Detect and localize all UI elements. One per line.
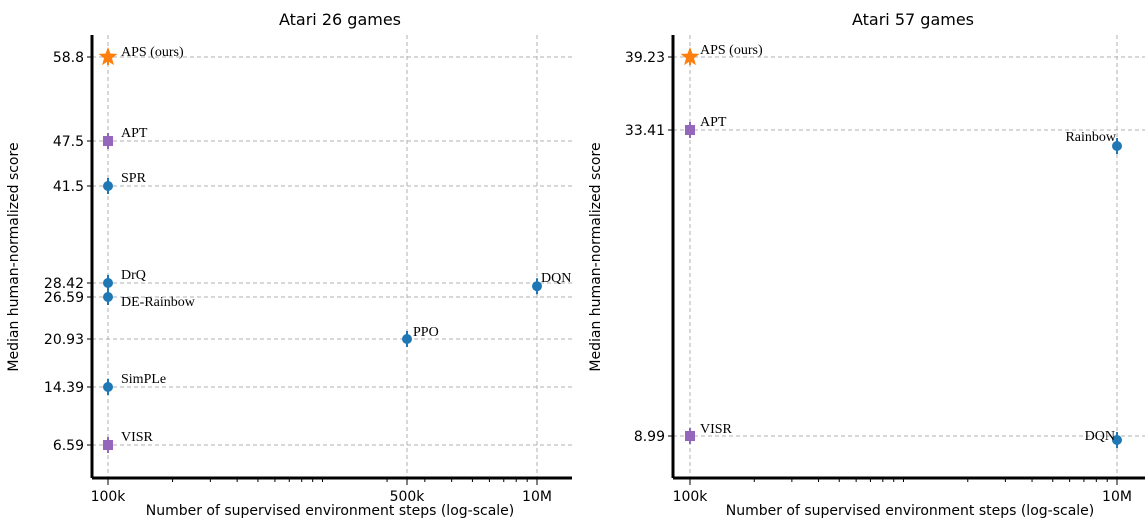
circle-marker bbox=[103, 292, 113, 302]
circle-marker bbox=[1112, 141, 1122, 151]
data-point: APT bbox=[685, 115, 727, 138]
data-point: APT bbox=[103, 126, 148, 149]
y-tick-label: 33.41 bbox=[625, 123, 665, 139]
point-label: DQN bbox=[1085, 429, 1115, 444]
y-tick-label: 47.5 bbox=[53, 134, 84, 150]
data-point: Rainbow bbox=[1065, 130, 1122, 154]
x-axis-label: Number of supervised environment steps (… bbox=[726, 503, 1095, 519]
point-label: SimPLe bbox=[121, 372, 166, 387]
y-axis-label: Median human-normalized score bbox=[588, 142, 604, 371]
data-point: SimPLe bbox=[103, 372, 166, 395]
chart-title: Atari 57 games bbox=[852, 10, 974, 29]
data-point: APS (ours) bbox=[680, 43, 763, 66]
data-point: DrQ bbox=[103, 268, 146, 291]
square-marker bbox=[103, 440, 113, 450]
point-label: VISR bbox=[700, 422, 733, 437]
point-label: APS (ours) bbox=[700, 43, 763, 58]
star-marker bbox=[98, 47, 118, 66]
circle-marker bbox=[402, 334, 412, 344]
data-point: PPO bbox=[402, 325, 439, 347]
y-tick-label: 26.59 bbox=[44, 290, 84, 306]
point-label: APT bbox=[700, 115, 727, 130]
point-label: DrQ bbox=[121, 268, 146, 283]
y-tick-label: 28.42 bbox=[44, 276, 84, 292]
y-tick-label: 14.39 bbox=[44, 380, 84, 396]
point-label: Rainbow bbox=[1065, 130, 1116, 145]
data-point: APS (ours) bbox=[98, 45, 184, 66]
x-tick-label: 10M bbox=[1102, 489, 1132, 505]
star-marker bbox=[680, 47, 700, 66]
y-tick-label: 8.99 bbox=[634, 429, 665, 445]
x-tick-label: 500k bbox=[390, 489, 426, 505]
chart-panel-2: Atari 57 games 8.99 33.41 39.23 100k 10M Numbe… bbox=[588, 10, 1145, 519]
x-tick-label: 10M bbox=[522, 489, 552, 505]
y-tick-label: 6.59 bbox=[53, 438, 84, 454]
point-label: SPR bbox=[121, 171, 147, 186]
y-tick-label: 41.5 bbox=[53, 179, 84, 195]
circle-marker bbox=[103, 278, 113, 288]
circle-marker bbox=[103, 181, 113, 191]
square-marker bbox=[685, 431, 695, 441]
chart-title: Atari 26 games bbox=[279, 10, 401, 29]
data-point: DQN bbox=[532, 271, 571, 295]
circle-marker bbox=[103, 382, 113, 392]
point-label: DE-Rainbow bbox=[121, 295, 196, 310]
data-point: VISR bbox=[685, 422, 733, 444]
data-point: DQN bbox=[1085, 429, 1122, 448]
y-tick-label: 39.23 bbox=[625, 50, 665, 66]
data-point: SPR bbox=[103, 171, 147, 194]
x-axis-label: Number of supervised environment steps (… bbox=[146, 503, 515, 519]
square-marker bbox=[685, 125, 695, 135]
y-tick-label: 20.93 bbox=[44, 332, 84, 348]
point-label: APS (ours) bbox=[121, 45, 184, 60]
y-axis-label: Median human-normalized score bbox=[6, 142, 22, 371]
point-label: APT bbox=[121, 126, 148, 141]
square-marker bbox=[103, 136, 113, 146]
point-label: VISR bbox=[121, 430, 154, 445]
x-tick-label: 100k bbox=[673, 489, 709, 505]
circle-marker bbox=[532, 281, 542, 292]
circle-marker bbox=[1112, 435, 1122, 445]
data-point: DE-Rainbow bbox=[103, 289, 196, 310]
point-label: DQN bbox=[541, 271, 571, 286]
point-label: PPO bbox=[413, 325, 439, 340]
y-tick-label: 58.8 bbox=[53, 50, 84, 66]
x-tick-label: 100k bbox=[91, 489, 127, 505]
data-point: VISR bbox=[103, 430, 154, 453]
